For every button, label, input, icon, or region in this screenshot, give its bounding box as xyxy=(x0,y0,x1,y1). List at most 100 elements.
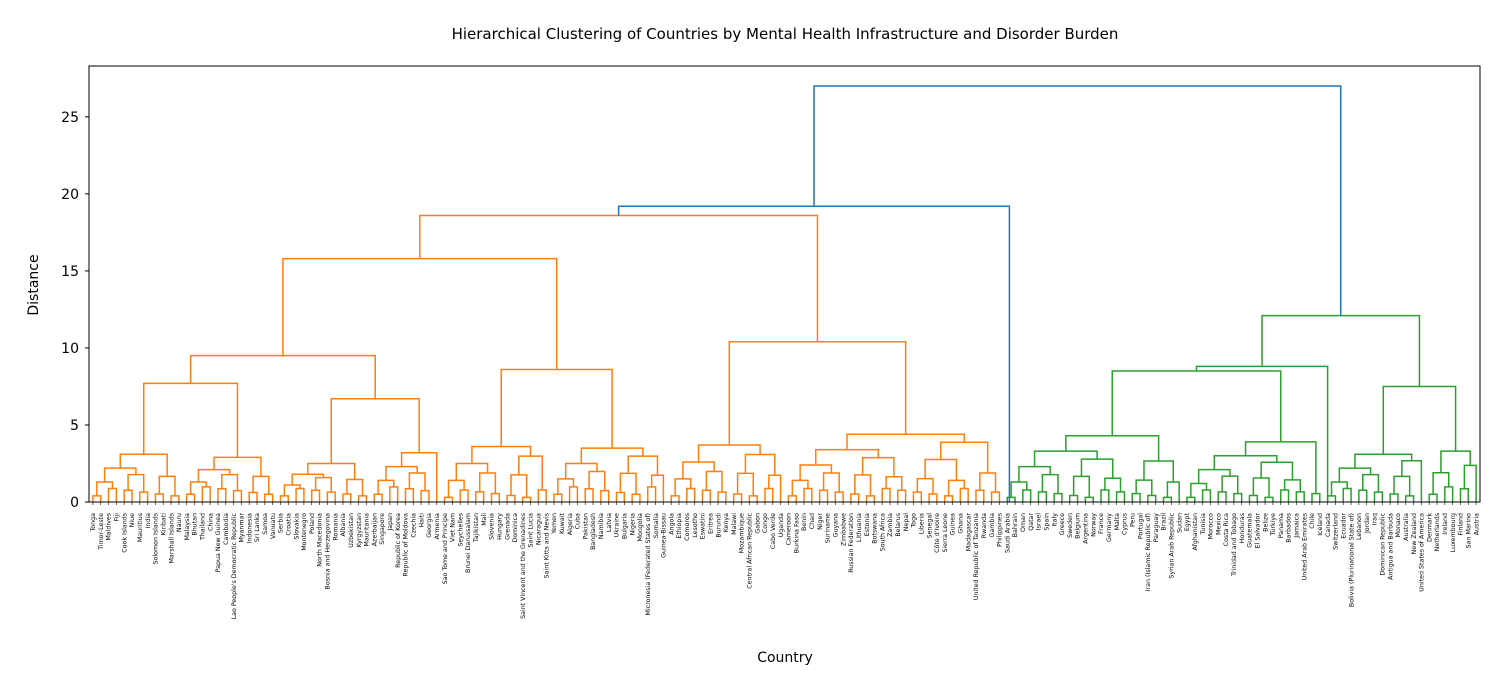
dendrogram-link-80 xyxy=(732,493,743,502)
x-tick-label: Netherlands xyxy=(1434,513,1441,551)
dendrogram-link-95 xyxy=(865,495,876,502)
dendrogram-link-69 xyxy=(627,455,659,476)
x-tick-label: South Africa xyxy=(879,513,886,551)
dendrogram-link-25 xyxy=(283,484,301,496)
dendrogram-link-13 xyxy=(189,481,207,495)
dendrogram-link-4 xyxy=(139,491,149,502)
x-tick-label: Barbados xyxy=(1286,513,1293,543)
x-tick-label: Belize xyxy=(1262,513,1269,532)
x-tick-label: Chile xyxy=(1309,513,1316,529)
x-tick-label: Dominican Republic xyxy=(1380,512,1387,575)
dendrogram-link-106 xyxy=(959,487,969,502)
x-tick-label: Czechia xyxy=(411,513,418,538)
x-tick-label: Bangladesh xyxy=(590,513,597,550)
dendrogram-link-78 xyxy=(705,470,723,493)
dendrogram-link-150 xyxy=(1283,479,1302,492)
x-tick-label: Tunisia xyxy=(1200,513,1207,536)
x-tick-label: Mali xyxy=(481,513,488,526)
dendrogram-link-169 xyxy=(1428,493,1438,502)
dendrogram-link-98 xyxy=(897,489,907,502)
dendrogram-link-37 xyxy=(404,488,415,502)
dendrogram-link-133 xyxy=(1135,479,1153,496)
x-tick-label: Ecuador xyxy=(1340,513,1347,539)
dendrogram-link-45 xyxy=(459,489,469,502)
x-tick-label: Guinea-Bissau xyxy=(661,513,668,558)
dendrogram-link-162 xyxy=(1362,473,1380,493)
dendrogram-link-50 xyxy=(455,462,489,481)
x-tick-label: Madagascar xyxy=(965,513,972,552)
dendrogram-link-164 xyxy=(1389,493,1399,502)
x-tick-label: Türkiye xyxy=(1270,513,1277,537)
dendrogram-link-117 xyxy=(1022,489,1032,502)
dendrogram-link-7 xyxy=(154,493,164,502)
dendrogram-link-156 xyxy=(1195,365,1329,502)
x-tick-label: Brazil xyxy=(1161,513,1168,531)
x-tick-label: Angola xyxy=(668,513,675,535)
dendrogram-link-96 xyxy=(854,474,872,496)
x-tick-label: Pakistan xyxy=(582,513,589,539)
x-tick-label: Belarus xyxy=(895,513,902,537)
x-tick-label: Niger xyxy=(817,513,824,530)
x-tick-label: Somalia xyxy=(653,513,660,538)
dendrogram-link-32 xyxy=(346,478,364,496)
x-tick-label: Croatia xyxy=(285,513,292,536)
x-tick-label: Monaco xyxy=(1395,513,1402,538)
x-tick-label: Kuwait xyxy=(559,512,566,534)
x-tick-label: Grenada xyxy=(504,513,511,540)
dendrogram-link-159 xyxy=(1330,481,1348,496)
dendrogram-link-79 xyxy=(682,461,715,479)
x-tick-label: Nepal xyxy=(903,513,910,531)
dendrogram-link-20 xyxy=(252,475,270,495)
x-tick-label: Saint Kitts and Nevis xyxy=(543,513,550,578)
dendrogram-link-174 xyxy=(1440,450,1471,473)
x-tick-label: Serbia xyxy=(278,513,285,533)
x-tick-label: Sweden xyxy=(1067,513,1074,538)
x-tick-label: Albania xyxy=(340,513,347,537)
dendrogram-link-root xyxy=(813,85,1342,316)
x-tick-label: Samoa xyxy=(262,513,269,535)
dendrogram-link-158 xyxy=(1342,487,1352,502)
x-tick-label: Papua New Guinea xyxy=(215,513,222,572)
dendrogram-link-35 xyxy=(389,486,399,502)
x-tick-label: Qatar xyxy=(1028,513,1035,531)
dendrogram-link-139 xyxy=(1201,489,1212,502)
dendrogram-link-0 xyxy=(92,495,102,502)
x-tick-label: Rwanda xyxy=(981,513,988,538)
x-tick-label: Nauru xyxy=(176,513,183,532)
x-axis-label: Country xyxy=(757,650,813,666)
dendrogram-link-149 xyxy=(1295,491,1305,502)
x-tick-label: Norway xyxy=(1090,513,1097,537)
y-tick-label: 15 xyxy=(61,264,79,280)
dendrogram-link-54 xyxy=(537,489,547,502)
dendrogram-link-65 xyxy=(631,493,641,502)
x-tick-label: Ethiopia xyxy=(676,513,683,539)
dendrogram-link-102 xyxy=(912,491,923,502)
dendrogram-link-147 xyxy=(1252,477,1270,498)
x-tick-label: San Marino xyxy=(1465,513,1472,548)
x-tick-label: Russian Federation xyxy=(848,513,855,573)
x-tick-label: New Zealand xyxy=(1411,513,1418,554)
x-tick-label: Sri Lanka xyxy=(254,513,261,542)
x-tick-label: Botswana xyxy=(872,513,879,544)
dendrogram-link-17 xyxy=(197,468,231,482)
dendrogram-link-129 xyxy=(1080,458,1114,479)
dendrogram-link-top-1 xyxy=(617,205,1011,502)
dendrogram-link-34 xyxy=(373,493,383,502)
dendrogram-link-152 xyxy=(1213,455,1278,470)
x-tick-label: Bhutan xyxy=(192,513,199,536)
dendrogram-link-171 xyxy=(1432,471,1450,495)
x-tick-label: Tajikistan xyxy=(473,513,480,543)
x-tick-label: Oman xyxy=(1020,513,1027,532)
dendrogram-link-175 xyxy=(1382,385,1457,455)
x-tick-label: Dominica xyxy=(512,513,519,543)
x-tick-label: Malta xyxy=(1114,513,1121,531)
x-tick-label: Spain xyxy=(1043,513,1050,531)
dendrogram-link-52 xyxy=(521,496,532,502)
x-tick-label: Timor-Leste xyxy=(98,513,105,551)
x-tick-label: Italy xyxy=(1051,513,1058,527)
x-tick-label: Sudan xyxy=(1176,513,1183,533)
dendrogram-link-21 xyxy=(213,456,262,477)
dendrogram-link-67 xyxy=(646,486,657,502)
dendrogram-link-16 xyxy=(221,473,239,491)
x-tick-label: Portugal xyxy=(1137,513,1144,539)
